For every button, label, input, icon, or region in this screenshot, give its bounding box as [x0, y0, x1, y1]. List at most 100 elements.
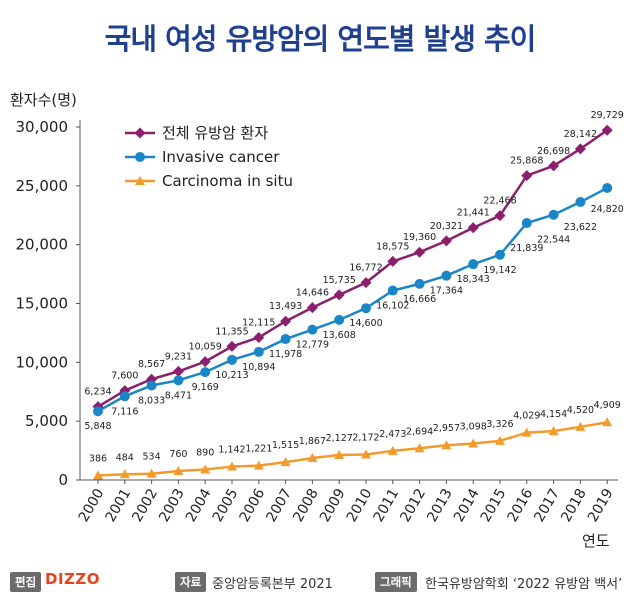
- data-label: 26,698: [537, 146, 570, 157]
- x-tick-label: 2011: [371, 486, 403, 525]
- data-point-diamond: [226, 340, 238, 352]
- y-tick-label: 20,000: [16, 236, 69, 254]
- data-point-circle: [146, 380, 157, 391]
- data-point-circle: [119, 391, 130, 402]
- data-label: 21,839: [510, 243, 543, 254]
- data-point-diamond: [280, 315, 292, 327]
- data-label: 11,355: [215, 326, 248, 337]
- data-label: 484: [116, 452, 134, 463]
- footer: 편집 DIZZO 자료 중앙암등록본부 2021 그래픽 한국유방암학회 ‘20…: [0, 568, 640, 594]
- source-text: 중앙암등록본부 2021: [212, 577, 333, 592]
- x-tick-label: 2010: [344, 486, 376, 525]
- data-label: 17,364: [430, 286, 463, 297]
- x-tick-label: 2000: [76, 486, 108, 525]
- x-tick-label: 2013: [424, 486, 456, 525]
- data-label: 28,142: [564, 129, 597, 140]
- data-point-circle: [253, 346, 264, 357]
- data-label: 2,172: [352, 432, 379, 443]
- x-tick-label: 2007: [263, 486, 295, 525]
- data-label: 1,142: [218, 445, 245, 456]
- data-point-diamond: [306, 302, 318, 314]
- data-label: 13,608: [323, 330, 356, 341]
- data-label: 18,575: [376, 241, 409, 252]
- data-point-triangle: [119, 469, 130, 479]
- data-label: 7,600: [111, 371, 138, 382]
- data-label: 4,029: [513, 411, 540, 422]
- data-label: 19,142: [483, 265, 516, 276]
- x-tick-label: 2014: [451, 486, 483, 525]
- data-label: 890: [196, 448, 214, 459]
- x-tick-label: 2019: [585, 486, 617, 525]
- x-tick-label: 2015: [478, 486, 510, 525]
- data-label: 22,544: [537, 235, 570, 246]
- y-tick-label: 10,000: [16, 353, 69, 371]
- data-label: 5,848: [84, 421, 111, 432]
- chart-title: 국내 여성 유방암의 연도별 발생 추이: [104, 22, 537, 56]
- data-label: 7,116: [111, 406, 138, 417]
- data-point-diamond: [440, 235, 452, 247]
- data-point-triangle: [575, 421, 586, 431]
- x-tick-label: 2006: [237, 486, 269, 525]
- data-label: 12,779: [296, 340, 329, 351]
- data-label: 3,098: [460, 422, 487, 433]
- data-point-circle: [387, 285, 398, 296]
- data-label: 3,326: [486, 419, 513, 430]
- data-point-diamond: [360, 277, 372, 289]
- data-point-diamond: [253, 331, 265, 343]
- data-label: 4,154: [540, 409, 567, 420]
- y-tick-label: 0: [58, 471, 68, 489]
- data-label: 19,360: [403, 232, 436, 243]
- data-label: 24,820: [591, 204, 624, 215]
- data-label: 10,213: [215, 370, 248, 381]
- data-label: 1,867: [299, 436, 326, 447]
- y-tick-label: 15,000: [16, 295, 69, 313]
- data-label: 12,115: [242, 317, 275, 328]
- x-tick-label: 2005: [210, 486, 242, 525]
- data-label: 760: [169, 449, 187, 460]
- data-point-circle: [575, 197, 586, 208]
- graphic-tag: 그래픽: [375, 572, 417, 592]
- data-label: 534: [143, 452, 161, 463]
- data-label: 18,343: [457, 274, 490, 285]
- x-tick-label: 2017: [531, 486, 563, 525]
- data-point-diamond: [521, 170, 533, 182]
- legend-entry: 전체 유방암 환자: [162, 124, 268, 142]
- data-point-triangle: [307, 453, 318, 463]
- y-tick-label: 30,000: [16, 118, 69, 136]
- data-point-triangle: [441, 440, 452, 450]
- data-point-triangle: [146, 468, 157, 478]
- data-label: 9,231: [165, 351, 192, 362]
- x-tick-label: 2016: [505, 486, 537, 525]
- data-label: 16,772: [349, 263, 382, 274]
- y-axis-label: 환자수(명): [10, 91, 77, 109]
- source-tag: 자료: [175, 572, 207, 592]
- x-tick-label: 2003: [156, 486, 188, 525]
- data-point-circle: [468, 259, 479, 270]
- data-point-diamond: [467, 222, 479, 234]
- data-label: 13,493: [269, 301, 302, 312]
- data-point-triangle: [495, 435, 505, 445]
- legend-entry: Invasive cancer: [162, 148, 280, 166]
- data-label: 2,957: [433, 423, 460, 434]
- data-label: 15,735: [323, 275, 356, 286]
- data-point-diamond: [387, 255, 399, 267]
- data-point-triangle: [468, 438, 479, 448]
- data-point-circle: [495, 249, 505, 260]
- data-point-circle: [280, 334, 291, 345]
- y-tick-label: 25,000: [16, 177, 69, 195]
- data-label: 2,127: [326, 433, 353, 444]
- data-label: 386: [89, 453, 107, 464]
- data-label: 10,894: [242, 362, 275, 373]
- data-point-triangle: [173, 466, 184, 476]
- data-point-circle: [173, 375, 184, 386]
- chart-legend: 전체 유방암 환자 Invasive cancer Carcinoma in sit…: [125, 124, 293, 190]
- data-point-circle: [414, 278, 425, 289]
- data-label: 4,909: [594, 400, 621, 411]
- data-label: 1,515: [272, 440, 299, 451]
- edit-tag: 편집: [10, 572, 42, 592]
- x-tick-label: 2001: [103, 486, 135, 525]
- data-label: 20,321: [430, 221, 463, 232]
